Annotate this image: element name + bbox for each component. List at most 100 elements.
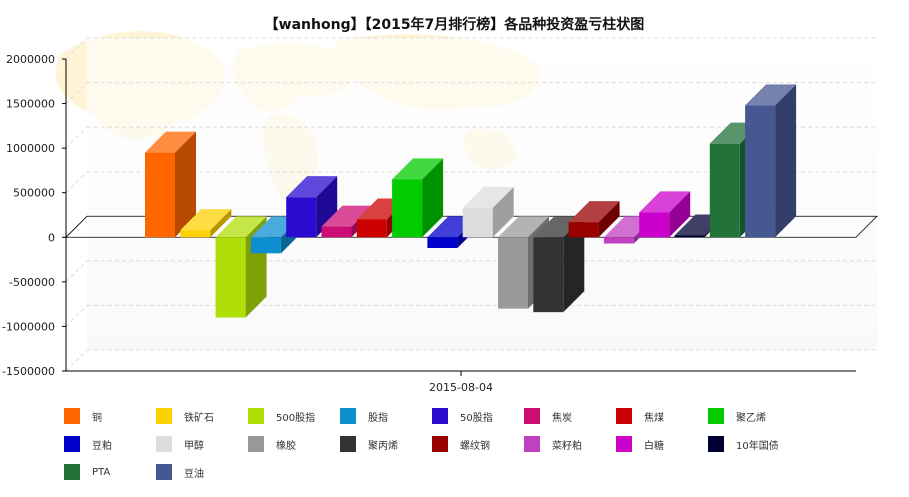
legend-item[interactable]: 菜籽粕 bbox=[524, 436, 582, 452]
bar-top bbox=[745, 84, 797, 106]
legend-label: 白糖 bbox=[644, 440, 664, 452]
grid-diagonal bbox=[65, 305, 88, 327]
legend-item[interactable]: 焦炭 bbox=[524, 408, 572, 424]
legend-label: 菜籽粕 bbox=[552, 440, 582, 452]
bar bbox=[145, 131, 196, 238]
legend-swatch bbox=[616, 408, 632, 424]
grid-diagonal bbox=[65, 260, 88, 283]
legend-item[interactable]: 聚乙烯 bbox=[708, 408, 766, 424]
legend-swatch bbox=[708, 408, 724, 424]
legend-label: 10年国债 bbox=[736, 440, 779, 452]
legend-item[interactable]: 豆油 bbox=[156, 464, 204, 480]
legend-label: 橡胶 bbox=[276, 440, 296, 452]
bar-front bbox=[145, 152, 175, 238]
legend-item[interactable]: 50股指 bbox=[432, 408, 493, 424]
grid-diagonal bbox=[65, 171, 88, 194]
bar-front bbox=[392, 179, 423, 238]
bar-front bbox=[674, 235, 705, 238]
y-tick-label: 2000000 bbox=[6, 53, 55, 66]
legend-label: 铁矿石 bbox=[184, 412, 214, 424]
bar-front bbox=[356, 219, 387, 238]
bar-top bbox=[568, 201, 620, 223]
bar-side bbox=[563, 216, 585, 313]
legend-swatch bbox=[432, 408, 448, 424]
legend-item[interactable]: 甲醇 bbox=[156, 436, 204, 452]
bar bbox=[462, 186, 514, 238]
legend-label: 甲醇 bbox=[184, 440, 204, 452]
bar-top bbox=[145, 131, 196, 153]
bar-front bbox=[533, 237, 564, 313]
legend-swatch bbox=[340, 436, 356, 452]
bar bbox=[180, 209, 232, 238]
bar-side bbox=[316, 176, 338, 238]
legend-swatch bbox=[156, 464, 172, 480]
legend-item[interactable]: 铁矿石 bbox=[156, 408, 214, 424]
legend-item[interactable]: 铜 bbox=[64, 408, 102, 424]
bar-side bbox=[422, 158, 444, 238]
legend-item[interactable]: 焦煤 bbox=[616, 408, 664, 424]
legend-swatch bbox=[248, 408, 264, 424]
y-tick-label: 1000000 bbox=[6, 142, 55, 155]
legend-label: 50股指 bbox=[460, 412, 493, 424]
grid-diagonal bbox=[65, 37, 88, 60]
y-tick-label: 1500000 bbox=[6, 98, 55, 111]
chart-title: 【wanhong】【2015年7月排行榜】各品种投资盈亏柱状图 bbox=[264, 17, 645, 33]
y-tick-label: -500000 bbox=[9, 276, 55, 289]
bar-side bbox=[775, 84, 797, 238]
legend-swatch bbox=[432, 436, 448, 452]
legend-item[interactable]: 白糖 bbox=[616, 436, 664, 452]
bar-top bbox=[498, 216, 549, 238]
bar-front bbox=[709, 143, 740, 238]
legend-item[interactable]: 股指 bbox=[340, 408, 388, 424]
legend-swatch bbox=[64, 464, 80, 480]
bar bbox=[745, 84, 797, 238]
legend-item[interactable]: 聚丙烯 bbox=[340, 436, 398, 452]
bar-front bbox=[250, 237, 281, 254]
legend-label: 豆粕 bbox=[92, 440, 112, 452]
bar-top bbox=[639, 191, 691, 213]
bar-side bbox=[175, 131, 196, 238]
legend-swatch bbox=[524, 408, 540, 424]
bar-top bbox=[180, 209, 232, 231]
legend-swatch bbox=[64, 436, 80, 452]
y-tick-label: -1500000 bbox=[2, 365, 55, 378]
bar-side bbox=[669, 191, 691, 238]
bar-front bbox=[286, 197, 317, 238]
y-tick-label: 0 bbox=[48, 231, 55, 244]
legend-swatch bbox=[340, 408, 356, 424]
bar-front bbox=[462, 207, 493, 238]
bar-front bbox=[568, 222, 599, 238]
bar-top bbox=[392, 158, 444, 180]
legend-label: 聚丙烯 bbox=[368, 440, 398, 452]
legend-label: 豆油 bbox=[184, 468, 204, 480]
bar bbox=[286, 176, 338, 238]
legend-item[interactable]: 10年国债 bbox=[708, 436, 779, 452]
grid-diagonal bbox=[65, 349, 88, 372]
bar bbox=[392, 158, 444, 238]
legend-item[interactable]: 橡胶 bbox=[248, 436, 296, 452]
bar-top bbox=[286, 176, 338, 198]
legend-item[interactable]: 豆粕 bbox=[64, 436, 112, 452]
legend-item[interactable]: PTA bbox=[64, 464, 110, 480]
bar-front bbox=[180, 230, 211, 238]
legend-item[interactable]: 螺纹钢 bbox=[432, 436, 490, 452]
bar-top bbox=[321, 205, 373, 227]
legend-swatch bbox=[248, 436, 264, 452]
bar-front bbox=[603, 237, 634, 244]
legend-swatch bbox=[156, 408, 172, 424]
legend-item[interactable]: 500股指 bbox=[248, 408, 315, 424]
bar bbox=[568, 201, 620, 238]
legend-swatch bbox=[616, 436, 632, 452]
grid-diagonal bbox=[65, 82, 88, 104]
y-tick-label: 500000 bbox=[13, 187, 55, 200]
legend-label: 500股指 bbox=[276, 412, 316, 424]
bar-side bbox=[492, 186, 514, 238]
legend-swatch bbox=[708, 436, 724, 452]
bar-front bbox=[745, 105, 776, 238]
legend-label: 聚乙烯 bbox=[736, 412, 766, 424]
legend-swatch bbox=[524, 436, 540, 452]
bar bbox=[639, 191, 691, 238]
bar-front bbox=[215, 237, 246, 318]
